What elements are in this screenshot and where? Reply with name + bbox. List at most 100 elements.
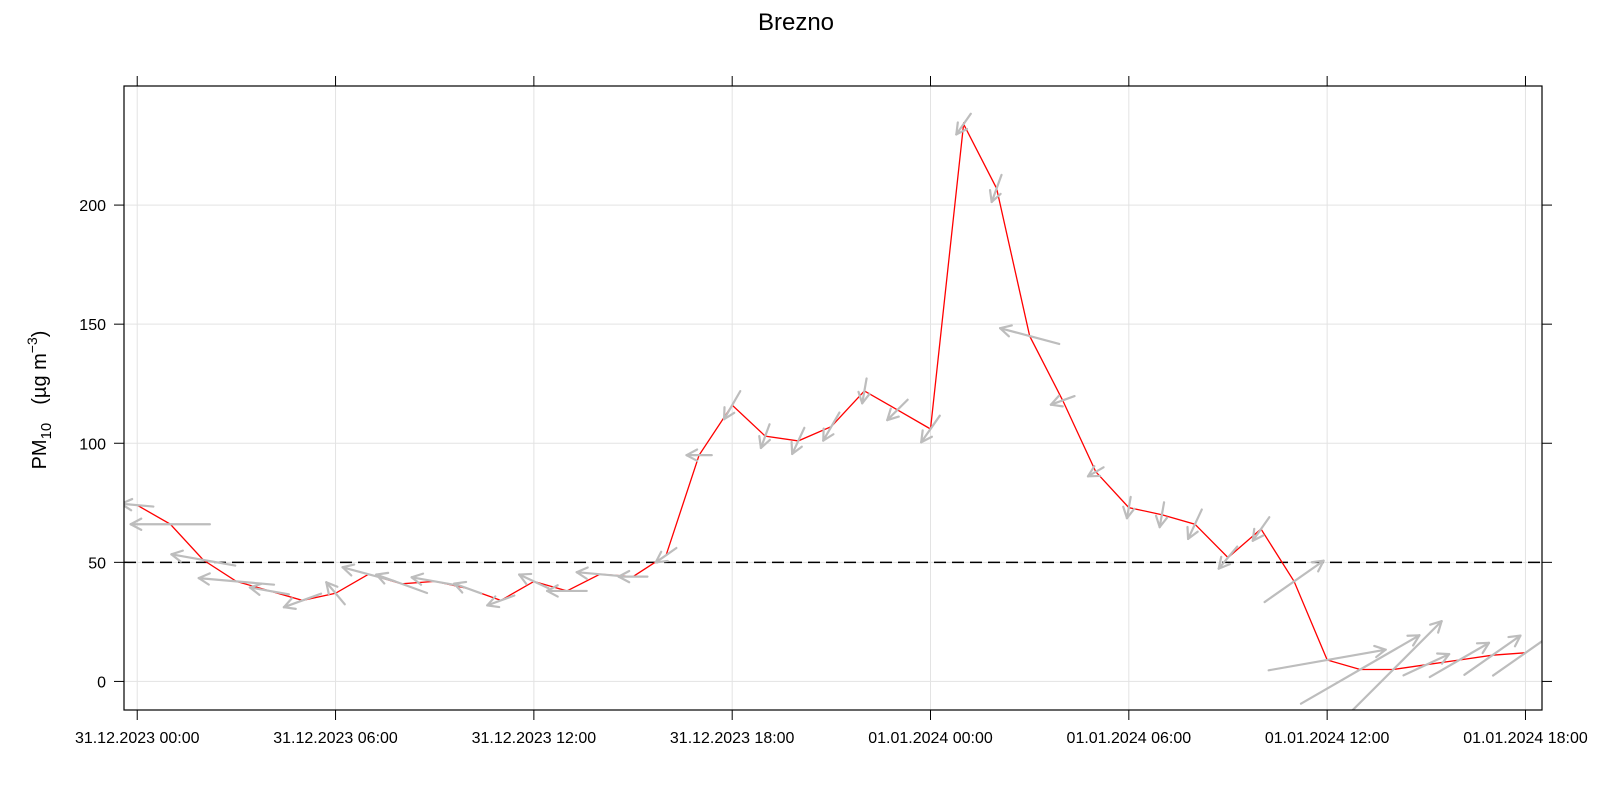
wind-arrow-head bbox=[1310, 559, 1325, 564]
wind-arrow-head bbox=[1317, 559, 1325, 573]
wind-arrow-head bbox=[722, 411, 736, 421]
wind-arrow bbox=[129, 517, 211, 531]
wind-arrow-head bbox=[341, 563, 356, 569]
y-axis-label-units-close: ) bbox=[29, 331, 51, 338]
wind-arrow-head bbox=[861, 392, 871, 405]
x-tick-label: 01.01.2024 06:00 bbox=[1067, 730, 1192, 747]
wind-arrow-shaft bbox=[1351, 620, 1443, 710]
wind-arrow-head bbox=[170, 549, 184, 556]
wind-arrow-head bbox=[1125, 507, 1136, 520]
wind-arrow-head bbox=[955, 121, 959, 136]
wind-arrow bbox=[170, 549, 237, 567]
wind-arrow-shaft bbox=[822, 411, 841, 442]
wind-arrow bbox=[518, 572, 550, 590]
wind-arrow bbox=[1186, 508, 1203, 541]
wind-arrow-head bbox=[920, 429, 924, 444]
y-axis-label-sub: 10 bbox=[38, 423, 55, 440]
wind-arrow bbox=[1267, 644, 1387, 672]
wind-arrow-shaft bbox=[861, 377, 868, 405]
wind-arrow-head bbox=[999, 324, 1013, 330]
wind-arrow-head bbox=[1217, 555, 1223, 570]
wind-arrow-head bbox=[1122, 505, 1129, 520]
wind-arrow bbox=[758, 423, 771, 450]
wind-arrow-shaft bbox=[759, 423, 771, 450]
wind-arrow-shaft bbox=[197, 576, 276, 586]
wind-arrow-head bbox=[325, 581, 339, 588]
wind-arrow bbox=[1351, 620, 1443, 710]
wind-arrow-shaft bbox=[170, 553, 237, 567]
wind-arrow-shaft bbox=[1299, 634, 1421, 705]
wind-arrow-head bbox=[410, 572, 425, 579]
wind-arrow-head bbox=[1429, 620, 1443, 626]
wind-arrow-head bbox=[791, 445, 803, 456]
pm10-line bbox=[136, 121, 1526, 671]
x-tick-label: 31.12.2023 00:00 bbox=[75, 730, 200, 747]
wind-arrow-head bbox=[759, 438, 771, 450]
wind-arrow-head bbox=[410, 576, 423, 586]
wind-arrow-head bbox=[453, 580, 468, 585]
wind-arrow-head bbox=[546, 584, 559, 593]
wind-arrow-shaft bbox=[1049, 394, 1076, 406]
wind-arrow-head bbox=[999, 327, 1010, 338]
wind-arrow-shaft bbox=[325, 581, 346, 606]
chart-title: Brezno bbox=[758, 9, 834, 36]
wind-arrow bbox=[248, 582, 291, 596]
wind-arrow-head bbox=[822, 433, 835, 442]
wind-arrow-head bbox=[1251, 534, 1265, 542]
wind-arrow bbox=[999, 324, 1061, 346]
wind-arrow bbox=[1402, 652, 1451, 677]
x-tick-label: 01.01.2024 12:00 bbox=[1265, 730, 1390, 747]
wind-arrow-head bbox=[1373, 644, 1387, 651]
x-tick-label: 31.12.2023 12:00 bbox=[472, 730, 597, 747]
wind-arrow-head bbox=[486, 604, 501, 609]
wind-arrow-head bbox=[1086, 465, 1096, 478]
wind-arrow-head bbox=[1513, 634, 1522, 648]
wind-arrow bbox=[1299, 634, 1421, 705]
wind-arrow-shaft bbox=[124, 502, 155, 508]
wind-arrow-shaft bbox=[486, 594, 516, 607]
wind-arrow-head bbox=[575, 571, 588, 580]
wind-arrow-head bbox=[197, 576, 210, 586]
wind-arrow-head bbox=[790, 440, 794, 456]
wind-arrow-head bbox=[1217, 563, 1231, 570]
wind-arrow-head bbox=[1411, 634, 1421, 647]
wind-arrow-shaft bbox=[990, 173, 1003, 204]
wind-arrow-head bbox=[375, 571, 390, 576]
wind-arrow bbox=[790, 426, 806, 456]
wind-arrow bbox=[822, 411, 841, 442]
plot-frame bbox=[123, 85, 1543, 711]
wind-arrow-head bbox=[685, 454, 699, 462]
wind-arrow-head bbox=[1049, 394, 1061, 406]
wind-arrow-head bbox=[1546, 630, 1558, 631]
wind-arrow-shaft bbox=[1402, 652, 1451, 677]
wind-arrow-head bbox=[575, 566, 589, 574]
wind-arrow-shaft bbox=[920, 414, 941, 444]
y-axis-label-base: PM bbox=[29, 439, 51, 469]
wind-arrow-shaft bbox=[1086, 466, 1105, 478]
wind-arrow-head bbox=[546, 589, 559, 598]
wind-arrow-head bbox=[886, 415, 900, 422]
grid bbox=[124, 86, 1542, 710]
axes: 0 50 100 150 200 31.12.2023 00:00 31.12.2023 0… bbox=[75, 76, 1588, 747]
wind-arrow-head bbox=[518, 572, 533, 576]
wind-arrow-shaft bbox=[248, 586, 291, 596]
wind-arrow-shaft bbox=[886, 398, 909, 422]
wind-arrow-shaft bbox=[375, 573, 429, 595]
wind-arrow-head bbox=[1375, 648, 1387, 659]
wind-arrow bbox=[1491, 630, 1558, 677]
wind-arrow-shaft bbox=[1428, 641, 1491, 679]
wind-arrow-head bbox=[920, 435, 934, 444]
wind-arrow bbox=[375, 571, 429, 595]
wind-arrow-head bbox=[1481, 641, 1491, 655]
wind-arrow-shaft bbox=[722, 390, 742, 421]
wind-arrow bbox=[685, 448, 713, 462]
wind-arrow-head bbox=[990, 192, 1002, 204]
wind-arrow-head bbox=[617, 575, 631, 584]
wind-arrow-head bbox=[617, 569, 631, 578]
y-axis-label: PM10 (µg m−3) bbox=[24, 331, 55, 470]
wind-arrow-head bbox=[654, 550, 663, 564]
wind-arrow-head bbox=[1436, 652, 1451, 656]
wind-arrow bbox=[1154, 501, 1169, 529]
